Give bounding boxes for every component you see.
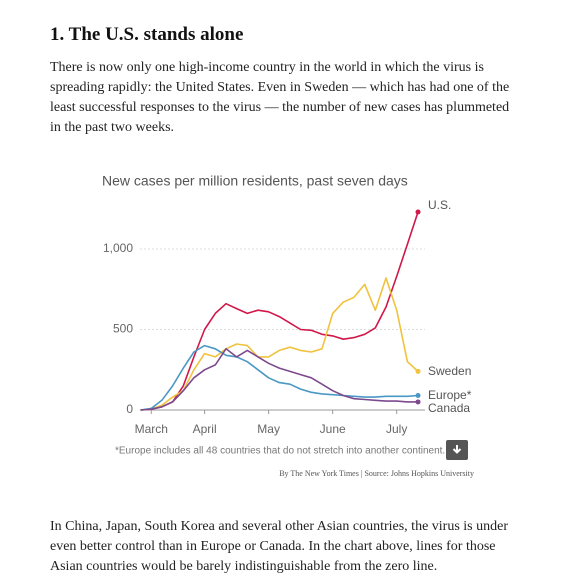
end-point [415,368,421,374]
series-line [140,348,418,411]
y-tick-label: 1,000 [103,241,133,255]
end-point [415,209,421,215]
x-tick-label: June [320,422,346,436]
chart: New cases per million residents, past se… [102,173,474,478]
credit: By The New York Times | Source: Johns Ho… [279,469,474,478]
x-tick-label: March [135,422,168,436]
chart-title: New cases per million residents, past se… [102,173,408,189]
heading: 1. The U.S. stands alone [50,24,244,45]
end-point [415,399,421,405]
paragraph: There is now only one high-income countr… [50,60,510,135]
series-line [140,344,419,411]
paragraph: In China, Japan, South Korea and several… [50,519,509,574]
y-tick-label: 500 [113,322,133,336]
x-tick-label: May [257,422,280,436]
footnote: *Europe includes all 48 countries that d… [115,446,445,457]
series-label: Europe* [428,388,472,402]
series-label: U.S. [428,198,451,212]
series-label: Sweden [428,364,471,378]
download-icon [452,445,462,454]
x-tick-label: July [386,422,407,436]
end-point [415,393,421,399]
series-line [140,211,419,411]
series-line [140,277,419,411]
x-tick-label: April [193,422,217,436]
series-label: Canada [428,401,470,415]
y-tick-label: 0 [126,402,133,416]
